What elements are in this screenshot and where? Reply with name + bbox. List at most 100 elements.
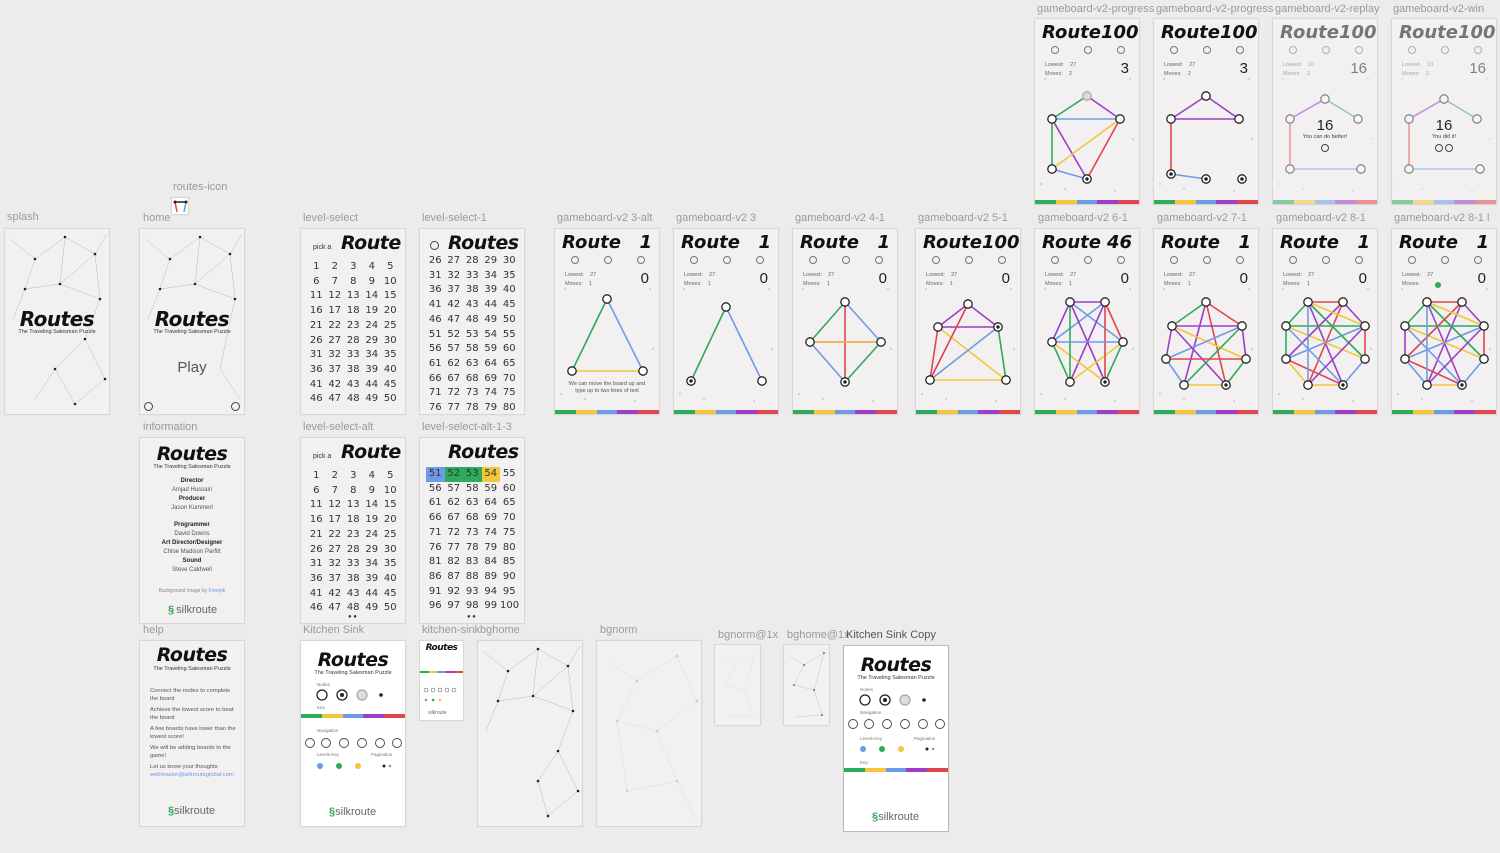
route-edge[interactable]	[929, 303, 969, 381]
level-number[interactable]: 24	[365, 528, 379, 540]
replay-icon[interactable]	[723, 256, 731, 264]
level-number[interactable]: 2	[331, 261, 338, 272]
route-node[interactable]	[1281, 321, 1291, 331]
route-edge[interactable]	[1342, 358, 1366, 386]
route-graph[interactable]	[555, 229, 660, 409]
bg-credit-link[interactable]: Freepik	[208, 588, 226, 594]
level-number[interactable]: 64	[484, 497, 498, 509]
level-number[interactable]: 69	[484, 372, 498, 384]
route-edge[interactable]	[1426, 301, 1485, 327]
level-number[interactable]: 17	[328, 305, 342, 317]
route-node[interactable]	[1240, 177, 1244, 181]
level-number[interactable]: 85	[502, 556, 516, 568]
replay-icon[interactable]	[1441, 256, 1449, 264]
level-number[interactable]: 68	[465, 372, 479, 384]
route-edge[interactable]	[1285, 301, 1344, 360]
route-graph[interactable]	[916, 229, 1021, 409]
level-number[interactable]: 48	[346, 602, 360, 614]
level-number[interactable]: 38	[346, 572, 360, 584]
route-graph[interactable]	[1273, 229, 1378, 409]
level-number[interactable]: 79	[484, 541, 498, 553]
route-edge[interactable]	[809, 301, 846, 343]
home-icon[interactable]	[1408, 256, 1416, 264]
level-number[interactable]: 78	[465, 402, 479, 414]
replay-icon[interactable]	[1203, 46, 1211, 54]
board-nav-icons[interactable]	[1154, 46, 1258, 56]
level-number[interactable]: 55	[502, 468, 516, 479]
route-edge[interactable]	[929, 326, 999, 381]
level-number[interactable]: 35	[383, 558, 397, 570]
level-number[interactable]: 52	[447, 328, 461, 340]
help-email-link[interactable]: webmaster@silkrouteglobal.com	[150, 772, 234, 778]
level-number[interactable]: 63	[465, 497, 479, 509]
next-icon[interactable]	[1355, 256, 1363, 264]
level-number[interactable]: 31	[428, 269, 442, 281]
route-node[interactable]	[1439, 94, 1449, 104]
level-number[interactable]: 26	[309, 543, 323, 555]
level-number[interactable]: 81	[428, 556, 442, 568]
route-node[interactable]	[805, 337, 815, 347]
next-icon[interactable]	[1117, 256, 1125, 264]
level-number[interactable]: 42	[447, 299, 461, 311]
level-number[interactable]: 30	[502, 255, 516, 266]
next-icon[interactable]	[875, 256, 883, 264]
route-graph[interactable]	[674, 229, 779, 409]
level-number[interactable]: 1	[313, 261, 320, 272]
info-icon[interactable]	[144, 402, 153, 411]
home-icon[interactable]	[1408, 46, 1416, 54]
level-number[interactable]: 46	[428, 313, 442, 325]
level-number[interactable]: 29	[484, 255, 498, 266]
route-graph[interactable]	[1392, 229, 1497, 409]
level-number[interactable]: 69	[484, 512, 498, 524]
next-icon[interactable]	[1236, 46, 1244, 54]
level-number[interactable]: 36	[309, 363, 323, 375]
routes-icon[interactable]	[171, 197, 189, 215]
route-edge[interactable]	[1324, 98, 1359, 120]
level-number[interactable]: 36	[428, 284, 442, 296]
level-number[interactable]: 13	[346, 290, 360, 302]
replay-icon[interactable]	[1321, 144, 1329, 152]
level-number[interactable]: 70	[502, 372, 516, 384]
route-edge[interactable]	[1171, 325, 1227, 386]
route-node[interactable]	[1400, 354, 1410, 364]
route-node[interactable]	[1065, 377, 1075, 387]
route-edge[interactable]	[997, 326, 1007, 381]
level-number[interactable]: 15	[383, 499, 397, 511]
level-number[interactable]: 12	[328, 499, 342, 511]
level-number[interactable]: 27	[447, 255, 461, 266]
route-edge[interactable]	[929, 326, 939, 381]
next-icon[interactable]	[1355, 46, 1363, 54]
level-number[interactable]: 47	[447, 313, 461, 325]
replay-icon[interactable]	[1322, 256, 1330, 264]
route-edge[interactable]	[1170, 95, 1207, 120]
route-edge[interactable]	[1307, 301, 1366, 360]
level-number[interactable]: 29	[365, 334, 379, 346]
route-edge[interactable]	[1205, 301, 1227, 386]
route-node[interactable]	[1400, 321, 1410, 331]
route-node[interactable]	[1479, 321, 1489, 331]
route-edge[interactable]	[1165, 325, 1243, 360]
level-number[interactable]: 35	[383, 349, 397, 361]
route-graph[interactable]	[1154, 19, 1259, 199]
replay-icon[interactable]	[1441, 46, 1449, 54]
level-number[interactable]: 33	[346, 558, 360, 570]
route-edge[interactable]	[967, 303, 999, 328]
route-node[interactable]	[1281, 354, 1291, 364]
level-number[interactable]: 45	[502, 299, 516, 311]
home-icon[interactable]	[1051, 46, 1059, 54]
level-number[interactable]: 23	[346, 528, 360, 540]
level-number[interactable]: 56	[428, 343, 442, 355]
route-node[interactable]	[1166, 114, 1176, 124]
route-edge[interactable]	[1241, 325, 1247, 360]
level-number[interactable]: 70	[502, 512, 516, 524]
level-number[interactable]: 31	[309, 349, 323, 361]
level-number[interactable]: 44	[365, 587, 379, 599]
route-node[interactable]	[1404, 114, 1414, 124]
route-node[interactable]	[1479, 354, 1489, 364]
level-number[interactable]: 37	[328, 572, 342, 584]
level-number[interactable]: 31	[309, 558, 323, 570]
level-number[interactable]: 77	[447, 402, 461, 414]
route-edge[interactable]	[1205, 301, 1243, 327]
route-edge[interactable]	[1307, 325, 1366, 386]
level-number[interactable]: 4	[368, 261, 375, 272]
